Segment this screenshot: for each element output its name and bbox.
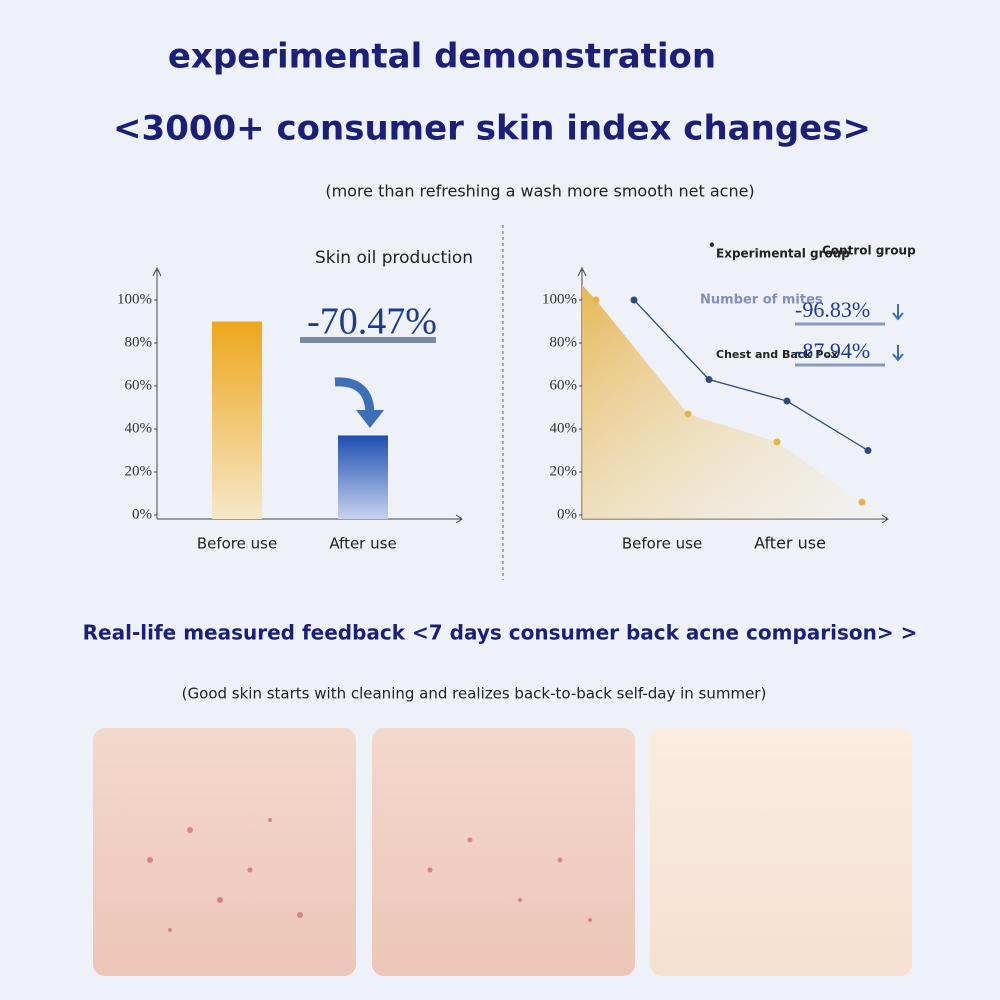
photo-before bbox=[93, 728, 356, 976]
y-tick-label: 0% bbox=[132, 506, 152, 522]
y-arrow bbox=[577, 266, 587, 277]
area bbox=[582, 285, 882, 519]
point bbox=[773, 438, 781, 446]
y-tick-label: 40% bbox=[550, 420, 578, 436]
y-tick-label: 0% bbox=[557, 506, 577, 522]
annotation-value: -87.94% bbox=[795, 338, 870, 363]
y-tick-label: 20% bbox=[550, 463, 578, 479]
subtitle: <3000+ consumer skin index changes> bbox=[113, 109, 871, 149]
x-tick-label: After use bbox=[754, 534, 826, 553]
photos bbox=[93, 728, 912, 976]
point bbox=[864, 447, 872, 454]
legend-label: Control group bbox=[822, 244, 916, 258]
x-tick-label: After use bbox=[329, 535, 396, 553]
y-tick-label: 100% bbox=[542, 291, 577, 307]
title: experimental demonstration bbox=[168, 37, 716, 77]
y-tick-label: 80% bbox=[125, 334, 153, 350]
bar bbox=[338, 435, 388, 519]
arrow-head bbox=[356, 410, 384, 428]
annotation-label: Chest and Back Pox bbox=[716, 348, 838, 361]
point bbox=[705, 376, 713, 384]
annotation-label: Number of mites bbox=[700, 293, 823, 308]
point bbox=[858, 498, 866, 506]
y-tick-label: 100% bbox=[117, 291, 152, 307]
feedback-title: Real-life measured feedback <7 days cons… bbox=[83, 621, 918, 645]
y-tick-label: 80% bbox=[550, 334, 578, 350]
x-arrow bbox=[455, 514, 463, 524]
x-tick-label: Before use bbox=[197, 535, 277, 553]
point bbox=[783, 397, 791, 405]
legend-label: Experimental group bbox=[716, 247, 850, 261]
x-arrow bbox=[881, 514, 889, 524]
note: (more than refreshing a wash more smooth… bbox=[325, 182, 754, 201]
y-tick-label: 60% bbox=[125, 377, 153, 393]
x-tick-label: Before use bbox=[622, 535, 702, 553]
y-tick-label: 60% bbox=[550, 377, 578, 393]
point bbox=[630, 296, 638, 304]
arrow bbox=[334, 377, 375, 416]
photo-mid bbox=[372, 728, 635, 976]
annotation: -70.47% bbox=[307, 301, 437, 343]
y-tick-label: 20% bbox=[125, 463, 153, 479]
chart-title: Skin oil production bbox=[315, 248, 473, 268]
point bbox=[684, 410, 692, 418]
arrow bbox=[892, 345, 904, 362]
y-arrow bbox=[152, 266, 162, 277]
legend-bullet: • bbox=[708, 239, 716, 253]
y-tick-label: 40% bbox=[125, 420, 153, 436]
arrow bbox=[892, 304, 904, 321]
photo-after bbox=[650, 728, 912, 976]
feedback-note: (Good skin starts with cleaning and real… bbox=[182, 685, 767, 703]
line bbox=[633, 299, 869, 452]
point bbox=[592, 296, 600, 304]
annotation-value: -96.83% bbox=[795, 297, 870, 322]
bar bbox=[212, 321, 262, 519]
